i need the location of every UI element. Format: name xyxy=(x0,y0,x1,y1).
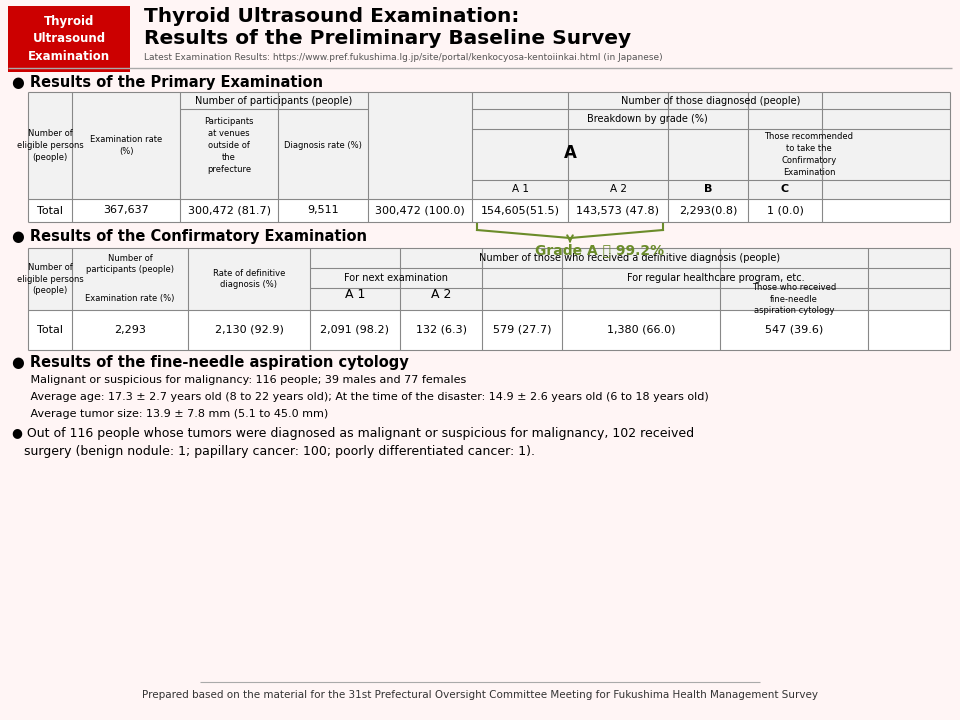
Text: Number of those who received a definitive diagnosis (people): Number of those who received a definitiv… xyxy=(479,253,780,263)
Text: A 1: A 1 xyxy=(345,289,365,302)
Text: 2,130 (92.9): 2,130 (92.9) xyxy=(215,325,283,335)
Text: 300,472 (100.0): 300,472 (100.0) xyxy=(375,205,465,215)
Text: For regular healthcare program, etc.: For regular healthcare program, etc. xyxy=(627,273,804,283)
Text: A 2: A 2 xyxy=(431,289,451,302)
Text: Thyroid
Ultrasound
Examination: Thyroid Ultrasound Examination xyxy=(28,14,110,63)
Bar xyxy=(28,199,950,222)
Bar xyxy=(28,310,950,350)
Text: ● Results of the fine-needle aspiration cytology: ● Results of the fine-needle aspiration … xyxy=(12,356,409,371)
Text: A 1: A 1 xyxy=(512,184,529,194)
Text: For next examination: For next examination xyxy=(344,273,448,283)
Bar xyxy=(28,199,950,222)
Text: Average age: 17.3 ± 2.7 years old (8 to 22 years old); At the time of the disast: Average age: 17.3 ± 2.7 years old (8 to … xyxy=(20,392,708,402)
Bar xyxy=(28,248,950,350)
Text: Latest Examination Results: https://www.pref.fukushima.lg.jp/site/portal/kenkocy: Latest Examination Results: https://www.… xyxy=(144,53,662,63)
Text: Thyroid Ultrasound Examination:: Thyroid Ultrasound Examination: xyxy=(144,6,519,25)
Text: Breakdown by grade (%): Breakdown by grade (%) xyxy=(587,114,708,124)
Text: B: B xyxy=(704,184,712,194)
Bar xyxy=(28,92,950,222)
Text: A: A xyxy=(564,143,576,161)
Text: ● Out of 116 people whose tumors were diagnosed as malignant or suspicious for m: ● Out of 116 people whose tumors were di… xyxy=(12,428,694,441)
Text: Grade A ： 99.2%: Grade A ： 99.2% xyxy=(536,243,664,257)
Text: Malignant or suspicious for malignancy: 116 people; 39 males and 77 females: Malignant or suspicious for malignancy: … xyxy=(20,375,467,385)
Text: Number of those diagnosed (people): Number of those diagnosed (people) xyxy=(621,96,801,106)
Text: Those who received
fine-needle
aspiration cytology: Those who received fine-needle aspiratio… xyxy=(752,283,836,315)
Text: Results of the Preliminary Baseline Survey: Results of the Preliminary Baseline Surv… xyxy=(144,30,631,48)
Text: 2,293(0.8): 2,293(0.8) xyxy=(679,205,737,215)
Text: Examination rate (%): Examination rate (%) xyxy=(85,294,175,304)
Text: 2,293: 2,293 xyxy=(114,325,146,335)
Text: 9,511: 9,511 xyxy=(307,205,339,215)
Text: Number of
eligible persons
(people): Number of eligible persons (people) xyxy=(16,263,84,295)
Text: Number of participants (people): Number of participants (people) xyxy=(196,96,352,106)
Text: Prepared based on the material for the 31st Prefectural Oversight Committee Meet: Prepared based on the material for the 3… xyxy=(142,690,818,700)
Text: 154,605(51.5): 154,605(51.5) xyxy=(481,205,560,215)
Text: Rate of definitive
diagnosis (%): Rate of definitive diagnosis (%) xyxy=(213,269,285,289)
Text: 132 (6.3): 132 (6.3) xyxy=(416,325,467,335)
Text: 300,472 (81.7): 300,472 (81.7) xyxy=(187,205,271,215)
Text: A 2: A 2 xyxy=(610,184,627,194)
Text: Examination rate
(%): Examination rate (%) xyxy=(90,135,162,156)
Text: C: C xyxy=(780,184,789,194)
Text: 367,637: 367,637 xyxy=(103,205,149,215)
Text: Total: Total xyxy=(37,205,63,215)
Text: 579 (27.7): 579 (27.7) xyxy=(492,325,551,335)
Text: 2,091 (98.2): 2,091 (98.2) xyxy=(321,325,390,335)
Text: Number of
eligible persons
(people): Number of eligible persons (people) xyxy=(16,129,84,162)
Text: ● Results of the Confirmatory Examination: ● Results of the Confirmatory Examinatio… xyxy=(12,230,367,245)
Text: 1 (0.0): 1 (0.0) xyxy=(767,205,804,215)
Text: 143,573 (47.8): 143,573 (47.8) xyxy=(577,205,660,215)
Text: Participants
at venues
outside of
the
prefecture: Participants at venues outside of the pr… xyxy=(204,117,253,174)
Text: Number of
participants (people): Number of participants (people) xyxy=(86,253,174,274)
Text: 547 (39.6): 547 (39.6) xyxy=(765,325,823,335)
Text: 1,380 (66.0): 1,380 (66.0) xyxy=(607,325,675,335)
Text: surgery (benign nodule: 1; papillary cancer: 100; poorly differentiated cancer: : surgery (benign nodule: 1; papillary can… xyxy=(12,444,535,457)
Text: Total: Total xyxy=(37,325,63,335)
Text: Diagnosis rate (%): Diagnosis rate (%) xyxy=(284,141,362,150)
Text: Those recommended
to take the
Confirmatory
Examination: Those recommended to take the Confirmato… xyxy=(764,132,853,176)
Bar xyxy=(8,6,130,72)
Text: ● Results of the Primary Examination: ● Results of the Primary Examination xyxy=(12,74,323,89)
Text: Average tumor size: 13.9 ± 7.8 mm (5.1 to 45.0 mm): Average tumor size: 13.9 ± 7.8 mm (5.1 t… xyxy=(20,409,328,419)
